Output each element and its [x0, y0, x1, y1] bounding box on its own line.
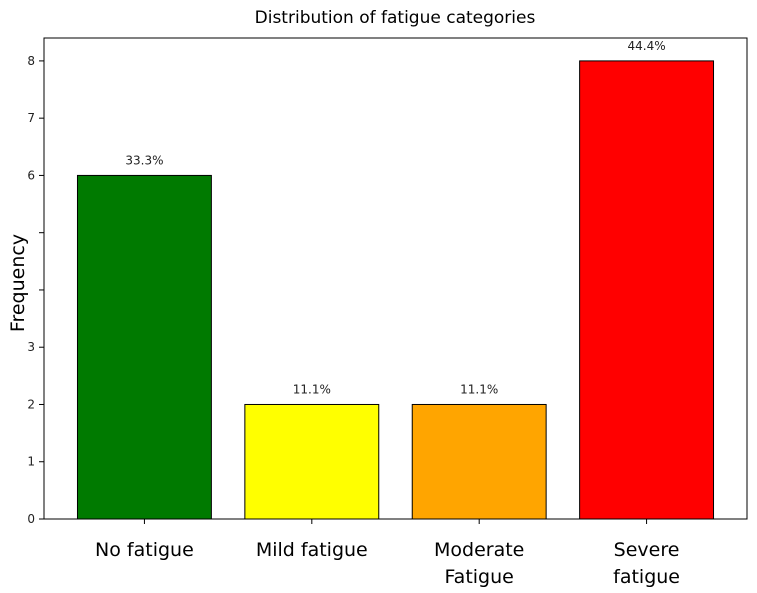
y-axis: 0 1 2 3 6 7 8 [27, 54, 44, 526]
x-tick-label-2: Moderate Fatigue [434, 539, 524, 588]
y-tick-label-7: 7 [27, 111, 35, 125]
y-tick-label-8: 8 [27, 54, 35, 68]
bar-3 [579, 60, 715, 520]
plot-frame [43, 37, 748, 520]
bar-1 [244, 403, 380, 520]
y-tick-label-6: 6 [27, 168, 35, 182]
y-tick-label-2: 2 [27, 397, 35, 411]
bars-layer [76, 60, 715, 520]
y-tick-label-1: 1 [27, 455, 35, 469]
bar-0 [76, 174, 212, 520]
x-tick-label-3: Severe fatigue [613, 539, 680, 588]
bar-2 [411, 403, 547, 520]
y-axis-label: Frequency [7, 234, 29, 332]
x-axis: No fatigue Mild fatigue Moderate Fatigue Sev… [95, 519, 680, 588]
y-tick-label-3: 3 [27, 340, 35, 354]
y-tick-label-0: 0 [27, 512, 35, 526]
data-label-1: 11.1% [293, 382, 331, 396]
data-labels-layer: 33.3% 11.1% 11.1% 44.4% [125, 39, 665, 397]
data-label-0: 33.3% [125, 153, 163, 167]
data-label-3: 44.4% [628, 39, 666, 53]
x-tick-label-0: No fatigue [95, 539, 194, 561]
x-tick-label-1: Mild fatigue [256, 539, 368, 561]
data-label-2: 11.1% [460, 382, 498, 396]
chart-title: Distribution of fatigue categories [255, 8, 536, 28]
